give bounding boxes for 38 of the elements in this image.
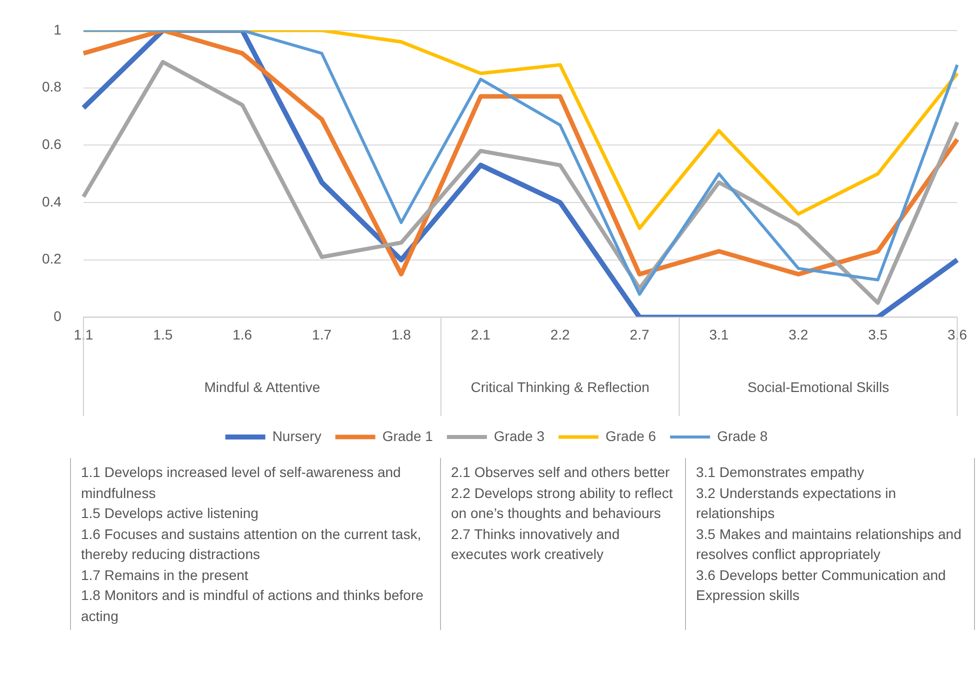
text: 3.5 Makes and maintains relationships and resolves conflict appropriately	[696, 524, 962, 564]
y-tick-label: 0.4	[42, 193, 62, 210]
text: 3.2 Understands expectations in relationships	[696, 484, 898, 523]
x-tick-label: 3.2	[788, 326, 808, 342]
text: 3.1 Demonstrates empathy	[696, 463, 866, 482]
x-tick-label: 3.1	[709, 326, 729, 342]
x-tick-label: 2.7	[630, 326, 650, 342]
text: 1.5 Develops active listening	[81, 504, 260, 523]
x-tick-label: 2.2	[550, 326, 570, 342]
text: 2.2 Develops strong ability to reflect on one’s thoughts and behaviours	[451, 484, 674, 523]
x-tick-label: 1.5	[153, 326, 173, 342]
x-tick-label: 3.6	[948, 326, 968, 342]
text: 2.7 Thinks innovatively and executes work creatively	[451, 524, 621, 564]
text: 1.1 Develops increased level of self-awareness and mindfulness	[81, 463, 402, 502]
text: Critical Thinking & Reflection	[470, 378, 650, 395]
x-tick-label: 1.7	[312, 326, 332, 342]
legend-label: Grade 1	[382, 428, 434, 444]
text: 1.8 Monitors and is mindful of actions and thinks before acting	[81, 586, 424, 626]
legend-label: Nursery	[272, 428, 322, 444]
y-tick-label: 1	[54, 21, 62, 38]
text: 1.7 Remains in the present	[81, 566, 250, 585]
x-tick-label: 2.1	[470, 326, 491, 342]
x-tick-label: 1.1	[74, 326, 94, 342]
text: Mindful & Attentive	[204, 378, 320, 395]
legend-label: Grade 3	[494, 428, 545, 444]
text: 1.6 Focuses and sustains attention on the current task, thereby reducing distractions	[81, 524, 422, 564]
x-tick-label: 1.8	[391, 326, 412, 342]
text: 2.1 Observes self and others better	[451, 463, 671, 482]
legend-label: Grade 6	[606, 428, 656, 444]
x-tick-label: 1.6	[232, 326, 252, 342]
legend-label: Grade 8	[717, 428, 768, 444]
text: 3.6 Develops better Communication and Expression skills	[696, 566, 947, 605]
y-tick-label: 0.6	[42, 136, 62, 152]
y-tick-label: 0.2	[42, 250, 62, 267]
y-tick-label: 0	[54, 308, 62, 324]
text: Social-Emotional Skills	[747, 378, 890, 395]
x-tick-label: 3.5	[868, 326, 888, 342]
y-tick-label: 0.8	[42, 78, 62, 95]
